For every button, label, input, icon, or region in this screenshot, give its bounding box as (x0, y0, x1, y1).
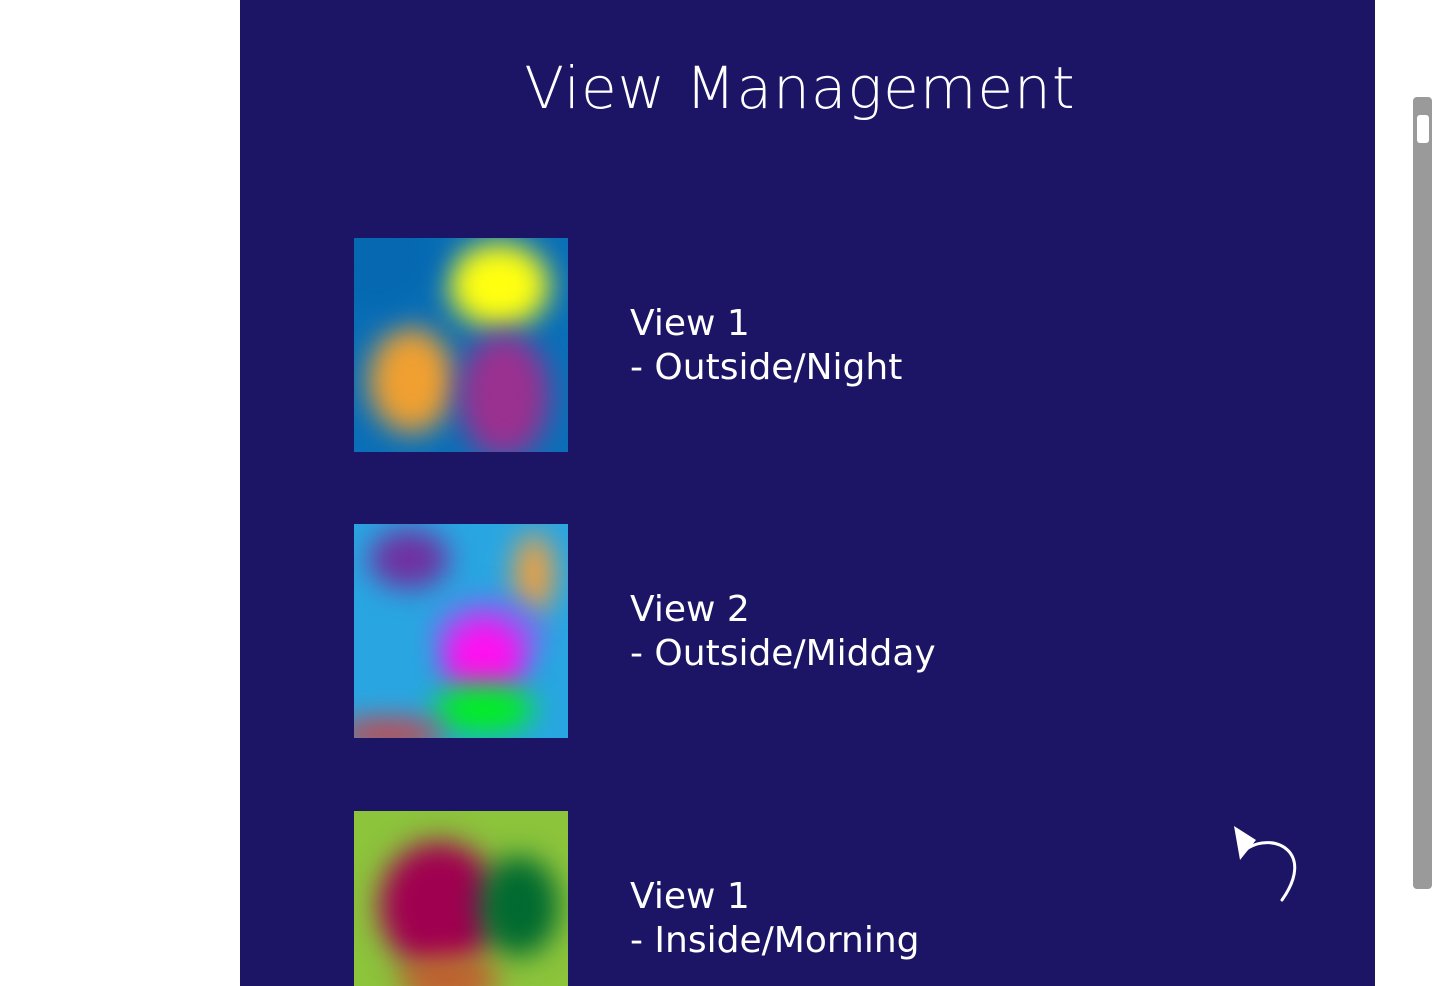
view-list-item[interactable]: View 2 - Outside/Midday (354, 524, 1154, 738)
view-description: - Outside/Midday (630, 633, 936, 674)
view-name: View 1 (630, 303, 750, 344)
back-button[interactable] (1234, 826, 1310, 904)
view-list-item[interactable]: View 1 - Inside/Morning (354, 811, 1154, 986)
view-thumbnail[interactable] (354, 811, 568, 986)
view-label[interactable]: View 1 - Inside/Morning (630, 875, 920, 963)
view-list-item[interactable]: View 1 - Outside/Night (354, 238, 1154, 452)
view-description: - Outside/Night (630, 347, 903, 388)
view-name: View 2 (630, 589, 750, 630)
view-management-panel: View Management View 1 - Outside/Night V… (240, 0, 1375, 986)
view-name: View 1 (630, 876, 750, 917)
page-title: View Management (524, 54, 1076, 122)
vertical-scrollbar[interactable] (1413, 97, 1432, 889)
view-label[interactable]: View 2 - Outside/Midday (630, 588, 936, 676)
view-thumbnail[interactable] (354, 238, 568, 452)
view-label[interactable]: View 1 - Outside/Night (630, 302, 902, 390)
view-description: - Inside/Morning (630, 920, 920, 961)
scrollbar-thumb[interactable] (1417, 115, 1429, 143)
undo-arrow-icon (1234, 826, 1297, 902)
view-thumbnail[interactable] (354, 524, 568, 738)
